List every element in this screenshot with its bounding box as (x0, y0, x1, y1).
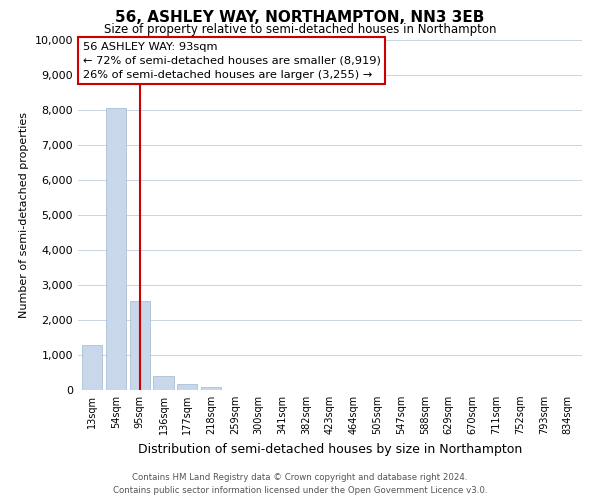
Text: Contains HM Land Registry data © Crown copyright and database right 2024.
Contai: Contains HM Land Registry data © Crown c… (113, 474, 487, 495)
Text: 56 ASHLEY WAY: 93sqm
← 72% of semi-detached houses are smaller (8,919)
26% of se: 56 ASHLEY WAY: 93sqm ← 72% of semi-detac… (83, 42, 381, 80)
Bar (130, 300, 150, 390)
Text: Size of property relative to semi-detached houses in Northampton: Size of property relative to semi-detach… (104, 22, 496, 36)
X-axis label: Distribution of semi-detached houses by size in Northampton: Distribution of semi-detached houses by … (138, 442, 522, 456)
Bar (154, 376, 173, 390)
Text: 56, ASHLEY WAY, NORTHAMPTON, NN3 3EB: 56, ASHLEY WAY, NORTHAMPTON, NN3 3EB (115, 10, 485, 25)
Y-axis label: Number of semi-detached properties: Number of semi-detached properties (19, 112, 29, 318)
Bar (201, 386, 221, 390)
Bar (106, 108, 126, 390)
Bar (82, 344, 103, 390)
Bar (177, 384, 197, 390)
